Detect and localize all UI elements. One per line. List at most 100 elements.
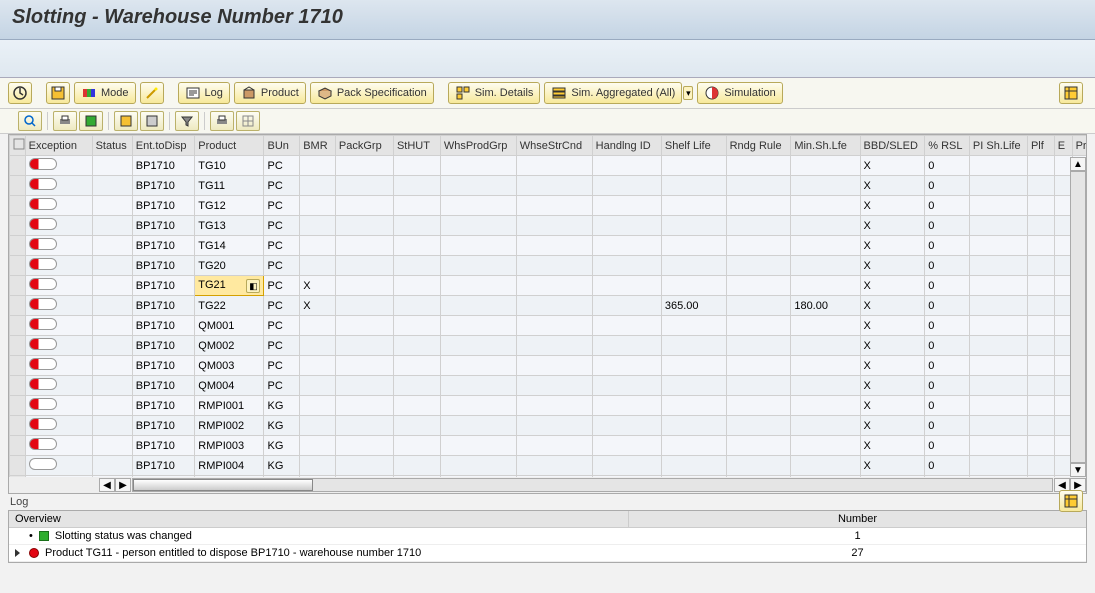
plf-cell[interactable] [1027, 336, 1054, 356]
pish-cell[interactable] [969, 356, 1027, 376]
sthut-cell[interactable] [393, 276, 440, 296]
bbd-cell[interactable]: X [860, 256, 925, 276]
rndg-cell[interactable] [726, 196, 791, 216]
handlng-cell[interactable] [592, 336, 661, 356]
rsl-cell[interactable]: 0 [925, 436, 970, 456]
col-rndg-rule[interactable]: Rndg Rule [726, 136, 791, 156]
status-cell[interactable] [92, 296, 132, 316]
product-cell[interactable]: RMPI001 [195, 396, 264, 416]
bbd-cell[interactable]: X [860, 376, 925, 396]
bbd-cell[interactable]: X [860, 276, 925, 296]
rsl-cell[interactable]: 0 [925, 456, 970, 476]
shelf-cell[interactable] [661, 176, 726, 196]
filter-button[interactable] [175, 111, 199, 131]
whsestrcnd-cell[interactable] [516, 376, 592, 396]
whsprodgrp-cell[interactable] [440, 296, 516, 316]
ent-cell[interactable]: BP1710 [132, 236, 195, 256]
pish-cell[interactable] [969, 416, 1027, 436]
col-pi-sh-life[interactable]: PI Sh.Life [969, 136, 1027, 156]
whsprodgrp-cell[interactable] [440, 196, 516, 216]
bbd-cell[interactable]: X [860, 176, 925, 196]
ent-cell[interactable]: BP1710 [132, 276, 195, 296]
whsestrcnd-cell[interactable] [516, 336, 592, 356]
save-layout-button[interactable] [114, 111, 138, 131]
exception-cell[interactable] [25, 156, 92, 176]
packgrp-cell[interactable] [335, 256, 393, 276]
product-cell[interactable]: TG14 [195, 236, 264, 256]
sthut-cell[interactable] [393, 176, 440, 196]
rsl-cell[interactable]: 0 [925, 276, 970, 296]
exception-cell[interactable] [25, 416, 92, 436]
product-cell[interactable]: TG10 [195, 156, 264, 176]
handlng-cell[interactable] [592, 456, 661, 476]
product-cell[interactable]: TG12 [195, 196, 264, 216]
product-cell[interactable]: QM001 [195, 316, 264, 336]
product-cell[interactable]: RMPI002 [195, 416, 264, 436]
plf-cell[interactable] [1027, 276, 1054, 296]
row-handle[interactable] [10, 396, 26, 416]
ent-cell[interactable]: BP1710 [132, 456, 195, 476]
whsprodgrp-cell[interactable] [440, 216, 516, 236]
handlng-cell[interactable] [592, 216, 661, 236]
packgrp-cell[interactable] [335, 296, 393, 316]
exception-cell[interactable] [25, 396, 92, 416]
minsh-cell[interactable] [791, 236, 860, 256]
packgrp-cell[interactable] [335, 276, 393, 296]
rndg-cell[interactable] [726, 256, 791, 276]
handlng-cell[interactable] [592, 376, 661, 396]
whsestrcnd-cell[interactable] [516, 396, 592, 416]
status-cell[interactable] [92, 416, 132, 436]
shelf-cell[interactable] [661, 436, 726, 456]
bun-cell[interactable]: PC [264, 376, 300, 396]
table-row[interactable]: BP1710QM001PCX0 [10, 316, 1088, 336]
bun-cell[interactable]: PC [264, 156, 300, 176]
packgrp-cell[interactable] [335, 216, 393, 236]
plf-cell[interactable] [1027, 256, 1054, 276]
status-cell[interactable] [92, 336, 132, 356]
rsl-cell[interactable]: 0 [925, 336, 970, 356]
row-handle[interactable] [10, 176, 26, 196]
pish-cell[interactable] [969, 176, 1027, 196]
simdetails-button[interactable]: Sim. Details [448, 82, 541, 104]
status-cell[interactable] [92, 436, 132, 456]
rndg-cell[interactable] [726, 236, 791, 256]
plf-cell[interactable] [1027, 376, 1054, 396]
minsh-cell[interactable] [791, 156, 860, 176]
ent-cell[interactable]: BP1710 [132, 336, 195, 356]
shelf-cell[interactable] [661, 356, 726, 376]
pish-cell[interactable] [969, 316, 1027, 336]
rsl-cell[interactable]: 0 [925, 156, 970, 176]
row-handle[interactable] [10, 356, 26, 376]
status-cell[interactable] [92, 276, 132, 296]
whsestrcnd-cell[interactable] [516, 216, 592, 236]
status-cell[interactable] [92, 156, 132, 176]
shelf-cell[interactable] [661, 276, 726, 296]
table-row[interactable]: BP1710QM003PCX0 [10, 356, 1088, 376]
row-handle[interactable] [10, 316, 26, 336]
whsprodgrp-cell[interactable] [440, 396, 516, 416]
status-cell[interactable] [92, 356, 132, 376]
handlng-cell[interactable] [592, 396, 661, 416]
whsestrcnd-cell[interactable] [516, 256, 592, 276]
col-e[interactable]: E [1054, 136, 1072, 156]
packgrp-cell[interactable] [335, 376, 393, 396]
bun-cell[interactable]: PC [264, 196, 300, 216]
ent-cell[interactable]: BP1710 [132, 416, 195, 436]
table-row[interactable]: BP1710RMPI004KGX0 [10, 456, 1088, 476]
handlng-cell[interactable] [592, 236, 661, 256]
bmr-cell[interactable] [300, 336, 336, 356]
exception-cell[interactable] [25, 336, 92, 356]
shelf-cell[interactable] [661, 156, 726, 176]
scroll-left-arrow[interactable]: ◀ [99, 478, 115, 492]
pish-cell[interactable] [969, 396, 1027, 416]
table-row[interactable]: BP1710TG21◧PCXX0 [10, 276, 1088, 296]
exception-cell[interactable] [25, 356, 92, 376]
handlng-cell[interactable] [592, 156, 661, 176]
col-handlng-id[interactable]: Handlng ID [592, 136, 661, 156]
sthut-cell[interactable] [393, 416, 440, 436]
packgrp-cell[interactable] [335, 236, 393, 256]
simulation-button[interactable]: Simulation [697, 82, 782, 104]
exception-cell[interactable] [25, 296, 92, 316]
whsprodgrp-cell[interactable] [440, 436, 516, 456]
handlng-cell[interactable] [592, 356, 661, 376]
